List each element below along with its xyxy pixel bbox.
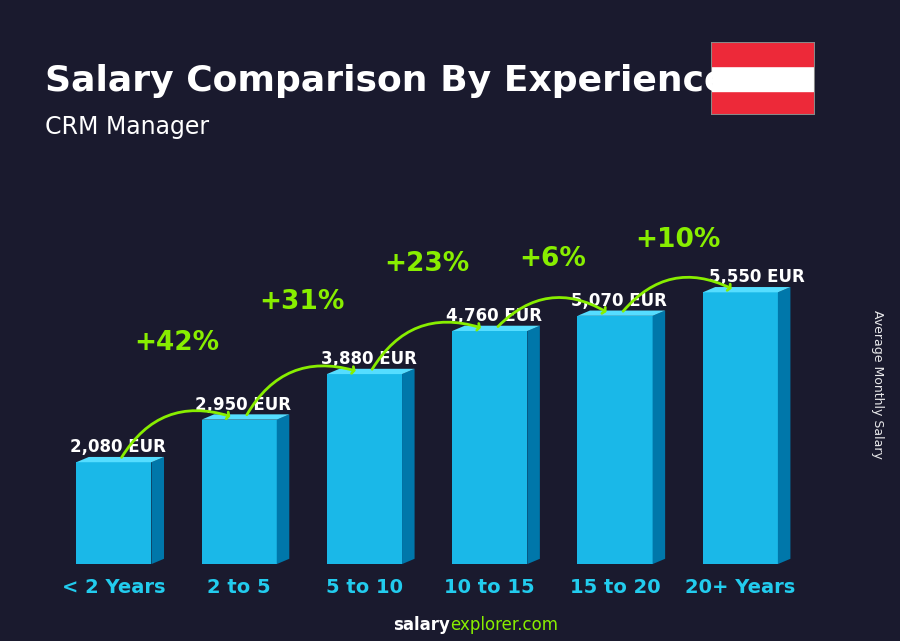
Polygon shape [778, 287, 790, 564]
Text: 5,550 EUR: 5,550 EUR [709, 269, 805, 287]
Text: Salary Comparison By Experience: Salary Comparison By Experience [45, 64, 728, 98]
Text: 4,760 EUR: 4,760 EUR [446, 307, 542, 325]
Polygon shape [327, 369, 415, 374]
Text: +6%: +6% [519, 246, 586, 272]
Polygon shape [76, 457, 164, 462]
Bar [202, 420, 277, 564]
Polygon shape [277, 414, 289, 564]
Bar [711, 91, 814, 115]
Text: 2,950 EUR: 2,950 EUR [195, 395, 292, 413]
Text: 5,070 EUR: 5,070 EUR [572, 292, 667, 310]
Polygon shape [703, 287, 790, 292]
Text: salary: salary [393, 616, 450, 634]
Text: explorer.com: explorer.com [450, 616, 558, 634]
Bar [578, 316, 652, 564]
Text: +42%: +42% [134, 330, 219, 356]
Text: 2,080 EUR: 2,080 EUR [70, 438, 166, 456]
Bar [711, 66, 814, 91]
Polygon shape [402, 369, 415, 564]
Polygon shape [202, 414, 289, 420]
Polygon shape [652, 310, 665, 564]
Polygon shape [578, 310, 665, 316]
Polygon shape [151, 457, 164, 564]
Text: +31%: +31% [259, 289, 345, 315]
Bar [452, 331, 527, 564]
Text: +10%: +10% [635, 227, 720, 253]
Bar [703, 292, 778, 564]
Polygon shape [527, 326, 540, 564]
Text: Average Monthly Salary: Average Monthly Salary [871, 310, 884, 459]
Text: 3,880 EUR: 3,880 EUR [320, 350, 417, 368]
Text: CRM Manager: CRM Manager [45, 115, 209, 139]
Bar [711, 42, 814, 66]
Text: +23%: +23% [384, 251, 470, 277]
Bar [327, 374, 402, 564]
Polygon shape [452, 326, 540, 331]
Bar [76, 462, 151, 564]
